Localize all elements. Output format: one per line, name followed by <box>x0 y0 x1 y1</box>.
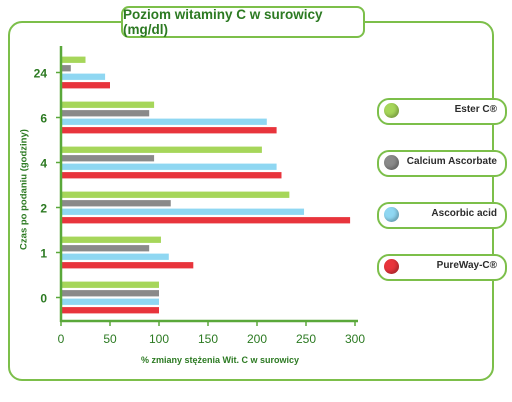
bar-ester-c-6h <box>61 101 155 108</box>
x-tick-label: 50 <box>103 332 117 346</box>
bar-ascorbic-acid-24h <box>61 73 106 80</box>
bar-ascorbic-acid-4h <box>61 163 277 170</box>
bar-pureway-c-1h <box>61 262 194 269</box>
bar-ester-c-1h <box>61 236 161 243</box>
legend-label-ascorbic-acid: Ascorbic acid <box>431 208 497 219</box>
legend-label-calcium-ascorbate: Calcium Ascorbate <box>406 156 497 167</box>
legend-dot-calcium-ascorbate <box>384 155 399 170</box>
bar-calcium-ascorbate-0h <box>61 290 159 297</box>
y-tick-label: 2 <box>40 202 47 216</box>
x-tick-label: 100 <box>149 332 169 346</box>
bar-ester-c-0h <box>61 281 159 288</box>
y-tick-label: 1 <box>40 247 47 261</box>
bar-pureway-c-6h <box>61 127 277 134</box>
x-tick-label: 250 <box>296 332 316 346</box>
legend-dot-pureway-c <box>384 259 399 274</box>
bar-calcium-ascorbate-24h <box>61 65 71 72</box>
legend-item-ascorbic-acid: Ascorbic acid <box>377 202 507 229</box>
bar-ascorbic-acid-2h <box>61 208 305 215</box>
y-tick-label: 0 <box>40 292 47 306</box>
bar-ascorbic-acid-1h <box>61 253 169 260</box>
x-tick-label: 300 <box>345 332 365 346</box>
y-tick-label: 6 <box>40 112 47 126</box>
bar-pureway-c-24h <box>61 82 110 89</box>
bar-ascorbic-acid-6h <box>61 118 267 125</box>
legend-item-calcium-ascorbate: Calcium Ascorbate <box>377 150 507 177</box>
legend-dot-ascorbic-acid <box>384 207 399 222</box>
x-tick-label: 200 <box>247 332 267 346</box>
bar-calcium-ascorbate-6h <box>61 110 150 117</box>
x-tick-label: 150 <box>198 332 218 346</box>
bar-pureway-c-0h <box>61 307 159 314</box>
bar-ester-c-24h <box>61 56 86 63</box>
bar-calcium-ascorbate-2h <box>61 200 171 207</box>
legend-item-pureway-c: PureWay-C® <box>377 254 507 281</box>
x-tick-label: 0 <box>58 332 65 346</box>
y-tick-label: 24 <box>34 67 48 81</box>
legend-dot-ester-c <box>384 103 399 118</box>
chart-title: Poziom witaminy C w surowicy (mg/dl) <box>121 6 365 38</box>
bar-pureway-c-2h <box>61 217 351 224</box>
bar-ester-c-4h <box>61 146 262 153</box>
bar-ester-c-2h <box>61 191 290 198</box>
y-tick-label: 4 <box>40 157 47 171</box>
x-axis-label: % zmiany stężenia Wit. C w surowicy <box>141 355 299 365</box>
legend-item-ester-c: Ester C® <box>377 98 507 125</box>
legend-label-pureway-c: PureWay-C® <box>436 260 497 271</box>
bar-ascorbic-acid-0h <box>61 298 159 305</box>
bar-calcium-ascorbate-4h <box>61 155 155 162</box>
bar-pureway-c-4h <box>61 172 282 179</box>
bar-calcium-ascorbate-1h <box>61 245 150 252</box>
legend-label-ester-c: Ester C® <box>454 104 497 115</box>
